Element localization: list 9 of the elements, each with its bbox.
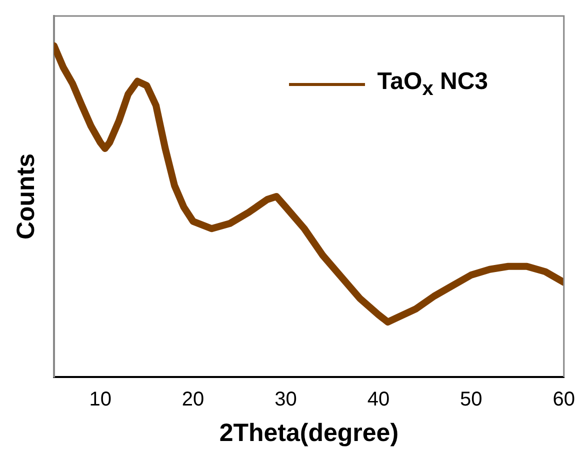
x-tick-label: 40 bbox=[367, 388, 390, 411]
x-tick-label: 50 bbox=[460, 388, 482, 411]
x-axis-title: 2Theta(degree) bbox=[219, 418, 399, 447]
legend-label: TaO$_{x}$ NC3 bbox=[377, 68, 488, 101]
x-tick-label: 10 bbox=[89, 388, 112, 411]
x-tick-label: 20 bbox=[182, 388, 204, 411]
y-axis-title: Counts bbox=[12, 153, 40, 240]
x-tick-label: 30 bbox=[274, 388, 297, 411]
x-tick-label: 60 bbox=[552, 388, 575, 411]
